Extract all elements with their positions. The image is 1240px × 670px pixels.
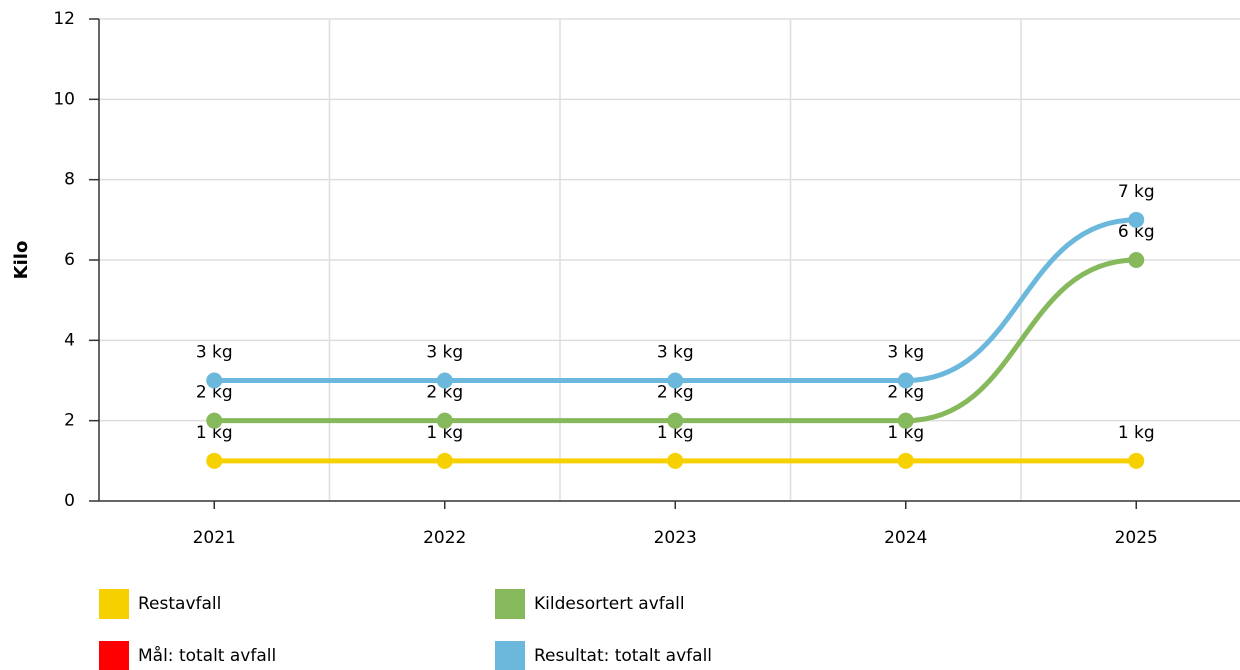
legend-swatch xyxy=(99,589,129,619)
data-label: 3 kg xyxy=(196,343,233,363)
data-point xyxy=(436,372,453,389)
y-tick-label: 6 xyxy=(64,250,75,270)
data-label: 1 kg xyxy=(196,423,233,443)
legend-label: Mål: totalt avfall xyxy=(138,645,276,666)
series-line xyxy=(214,217,1137,383)
data-point xyxy=(206,372,223,389)
data-point xyxy=(897,452,914,469)
x-tick-label: 2021 xyxy=(193,528,236,548)
y-axis-label: Kilo xyxy=(11,241,32,280)
y-tick-label: 4 xyxy=(64,330,75,350)
data-label: 3 kg xyxy=(887,343,924,363)
data-point xyxy=(667,372,684,389)
legend-swatch xyxy=(99,641,129,670)
series-line xyxy=(214,257,1137,424)
legend-swatch xyxy=(495,641,525,670)
y-tick-label: 12 xyxy=(53,9,75,29)
data-point xyxy=(897,372,914,389)
x-tick-label: 2023 xyxy=(654,528,697,548)
y-tick-label: 8 xyxy=(64,170,75,190)
data-label: 1 kg xyxy=(1118,423,1155,443)
legend-label: Resultat: totalt avfall xyxy=(534,646,712,666)
data-label: 7 kg xyxy=(1118,182,1155,202)
data-point xyxy=(1128,452,1145,469)
y-tick-label: 0 xyxy=(64,491,75,511)
data-label: 2 kg xyxy=(196,383,233,403)
data-point xyxy=(667,452,684,469)
data-point xyxy=(206,452,223,469)
x-tick-label: 2025 xyxy=(1115,528,1158,548)
legend-swatch xyxy=(495,589,525,619)
data-point xyxy=(206,412,223,429)
data-label: 6 kg xyxy=(1118,222,1155,242)
data-label: 1 kg xyxy=(657,423,694,443)
data-label: 3 kg xyxy=(657,343,694,363)
legend-label: Restavfall xyxy=(138,594,221,614)
data-point xyxy=(1128,211,1145,228)
y-tick-label: 2 xyxy=(64,411,75,431)
data-label: 1 kg xyxy=(426,423,463,443)
data-label: 3 kg xyxy=(426,343,463,363)
y-tick-label: 10 xyxy=(53,89,75,109)
data-point xyxy=(1128,252,1145,268)
data-label: 2 kg xyxy=(426,383,463,403)
data-point xyxy=(667,412,684,429)
data-point xyxy=(897,412,914,429)
x-tick-label: 2024 xyxy=(884,528,927,548)
x-tick-label: 2022 xyxy=(423,528,466,548)
data-label: 2 kg xyxy=(657,383,694,403)
data-label: 1 kg xyxy=(887,423,924,443)
legend-label: Kildesortert avfall xyxy=(534,594,685,614)
data-point xyxy=(436,452,453,469)
data-label: 2 kg xyxy=(887,383,924,403)
data-point xyxy=(436,412,453,429)
